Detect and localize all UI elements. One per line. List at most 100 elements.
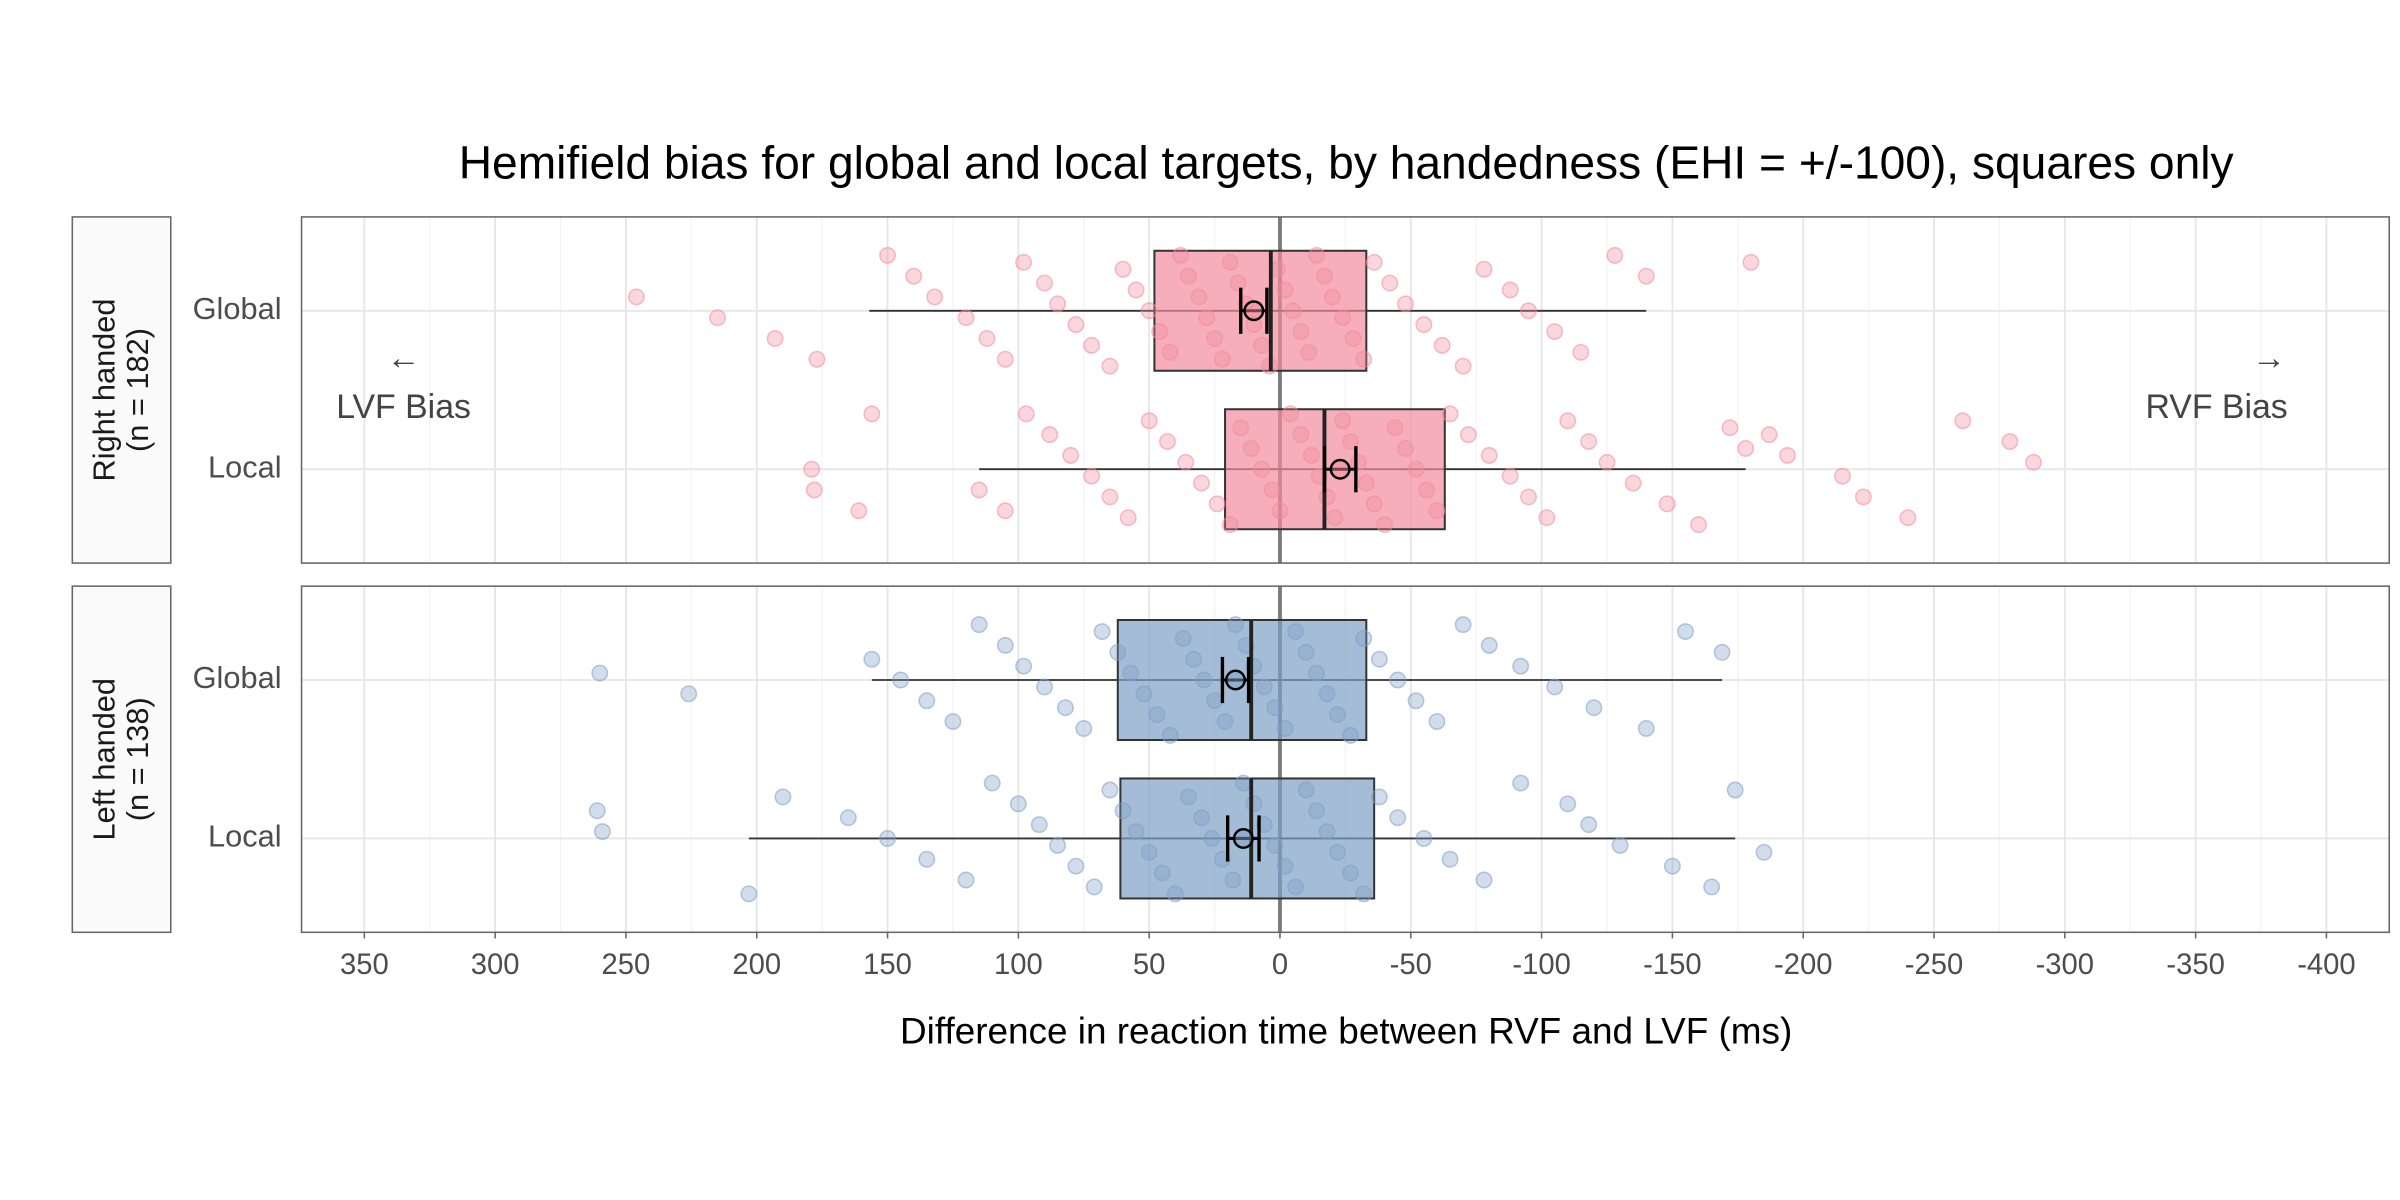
point xyxy=(1538,509,1556,527)
point xyxy=(1232,419,1250,437)
point xyxy=(1480,636,1498,654)
point xyxy=(1428,713,1446,730)
point xyxy=(1428,502,1446,520)
point xyxy=(766,330,784,347)
x-axis-label: Difference in reaction time between RVF … xyxy=(900,1011,1792,1052)
point xyxy=(1271,502,1289,520)
point xyxy=(1302,446,1320,464)
point xyxy=(983,774,1001,792)
point xyxy=(1854,488,1872,506)
point xyxy=(1161,726,1179,744)
mean xyxy=(1232,828,1254,849)
point xyxy=(1015,253,1033,271)
point xyxy=(1779,446,1796,464)
point xyxy=(1276,281,1294,299)
point xyxy=(1357,474,1375,492)
point xyxy=(1284,302,1302,320)
x-tick-label: -100 xyxy=(1512,949,1570,981)
annotation: LVF Bias xyxy=(336,388,471,426)
mean xyxy=(1243,300,1265,322)
point xyxy=(1009,795,1027,813)
point xyxy=(1323,288,1341,306)
point xyxy=(1281,405,1299,423)
point xyxy=(1148,706,1166,724)
point xyxy=(2024,453,2042,471)
point xyxy=(905,267,923,285)
point xyxy=(892,671,910,689)
point xyxy=(1433,336,1451,354)
point xyxy=(1512,774,1530,792)
point xyxy=(1216,713,1234,730)
point xyxy=(1067,857,1085,875)
point xyxy=(1101,488,1119,506)
point xyxy=(1172,246,1190,264)
point xyxy=(1389,671,1407,689)
point xyxy=(1559,412,1577,430)
point xyxy=(926,288,944,306)
point xyxy=(1140,302,1158,320)
point xyxy=(1342,726,1360,744)
point xyxy=(1334,412,1352,430)
point xyxy=(1899,509,1917,527)
point xyxy=(944,713,962,730)
point xyxy=(996,636,1014,654)
point xyxy=(1318,685,1336,703)
point xyxy=(1190,288,1208,306)
point xyxy=(709,309,726,327)
point xyxy=(1253,336,1271,354)
point xyxy=(803,460,821,478)
chart-title: Hemifield bias for global and local targ… xyxy=(459,136,2234,188)
point xyxy=(1742,253,1760,271)
point xyxy=(1376,516,1394,534)
point xyxy=(1234,774,1252,792)
point xyxy=(1637,720,1655,737)
annotation: ← xyxy=(387,339,421,377)
point xyxy=(1179,267,1197,285)
point xyxy=(1297,643,1315,661)
point xyxy=(1326,509,1344,527)
point xyxy=(1606,246,1624,264)
x-tick-label: -50 xyxy=(1390,949,1432,981)
point xyxy=(1624,474,1642,492)
point xyxy=(1389,809,1407,827)
point xyxy=(996,350,1014,368)
point xyxy=(1151,323,1169,340)
point xyxy=(1083,336,1101,354)
annotation: → xyxy=(2252,339,2286,377)
point xyxy=(1755,843,1773,861)
point xyxy=(1370,788,1388,806)
point xyxy=(1224,871,1242,889)
panel-border xyxy=(300,216,2390,564)
point xyxy=(1041,426,1059,444)
point xyxy=(1287,878,1305,896)
point xyxy=(1140,843,1158,861)
point xyxy=(1559,795,1577,813)
point xyxy=(879,246,897,264)
point xyxy=(978,330,996,347)
point xyxy=(1407,692,1425,710)
point xyxy=(1221,516,1239,534)
point xyxy=(1159,433,1176,450)
point xyxy=(1480,446,1498,464)
point xyxy=(1206,692,1224,710)
point xyxy=(1049,836,1067,854)
annotation: RVF Bias xyxy=(2145,388,2287,426)
x-tick-label: -200 xyxy=(1774,949,1832,981)
x-tick-label: 100 xyxy=(994,949,1043,981)
x-tick-label: 250 xyxy=(602,949,651,981)
point xyxy=(1454,616,1472,634)
mean xyxy=(1329,458,1351,480)
point xyxy=(1598,453,1616,471)
point xyxy=(1329,706,1346,724)
point xyxy=(1512,657,1530,675)
point xyxy=(1263,481,1281,499)
point xyxy=(1585,699,1603,717)
point xyxy=(627,288,645,306)
point xyxy=(1015,657,1033,675)
point xyxy=(1459,426,1477,444)
point xyxy=(1726,781,1744,799)
point xyxy=(1415,316,1433,334)
point xyxy=(1109,643,1127,661)
